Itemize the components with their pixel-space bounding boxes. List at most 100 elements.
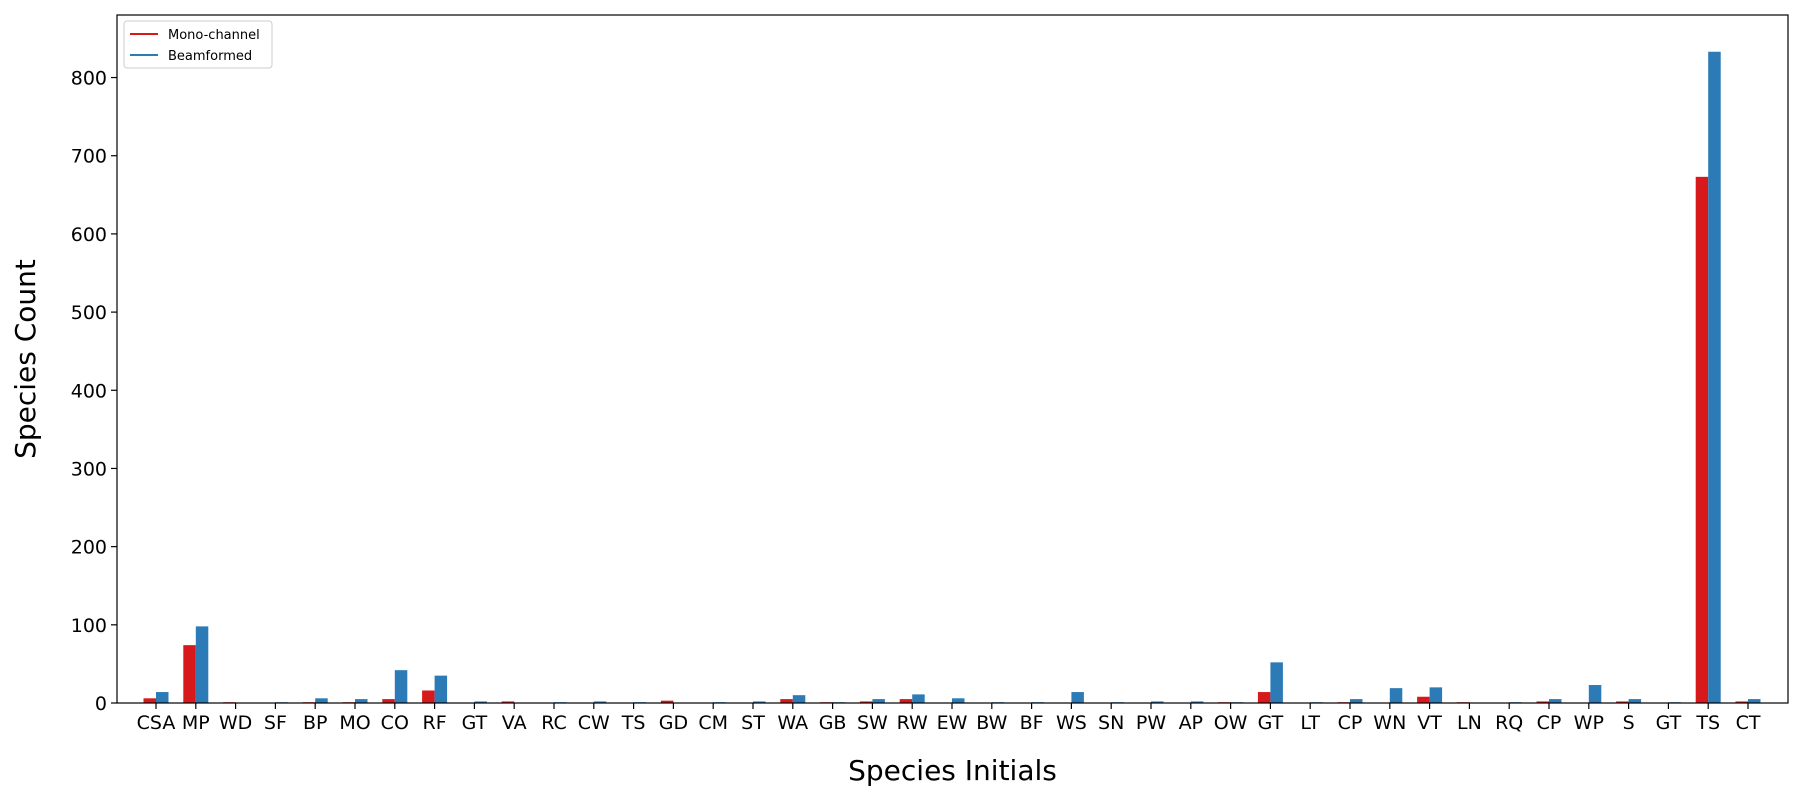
bar-beam-16 (792, 695, 806, 703)
x-tick-label: CO (381, 712, 409, 734)
bar-mono-16 (780, 699, 793, 703)
plot-frame (116, 14, 1789, 704)
x-tick-label: BW (976, 712, 1007, 734)
x-tick-label: GT (1656, 712, 1682, 734)
x-tick-label: EW (937, 712, 968, 734)
bar-mono-9 (501, 701, 515, 703)
bar-beam-20 (952, 698, 965, 703)
y-tick-label: 100 (71, 615, 107, 637)
y-tick-label: 0 (95, 693, 107, 715)
x-tick-label: PW (1136, 712, 1166, 734)
x-tick-label: OW (1214, 712, 1248, 734)
x-tick-label: GD (659, 712, 688, 734)
bar-beam-31 (1389, 688, 1403, 703)
bar-mono-32 (1417, 696, 1430, 703)
x-tick-label: WS (1056, 712, 1087, 734)
bar-beam-11 (593, 701, 607, 703)
bar-mono-37 (1616, 701, 1629, 703)
bar-mono-6 (382, 699, 395, 703)
x-tick-label: AP (1179, 712, 1203, 734)
y-tick-label: 700 (71, 146, 107, 168)
bar-beam-23 (1071, 692, 1084, 703)
bar-mono-28 (1257, 692, 1271, 703)
x-tick-label: CW (578, 712, 610, 734)
x-tick-label: RC (541, 712, 567, 734)
x-tick-label: RQ (1495, 712, 1523, 734)
x-tick-label: CT (1736, 712, 1761, 734)
x-tick-label: WA (777, 712, 808, 734)
bar-beam-30 (1350, 699, 1363, 703)
bar-beam-37 (1628, 699, 1642, 703)
x-tick-label: RF (423, 712, 447, 734)
y-tick-label: 400 (71, 380, 107, 402)
x-tick-label: MP (182, 712, 210, 734)
bar-mono-7 (422, 690, 435, 703)
bar-mono-13 (660, 700, 674, 703)
bar-mono-40 (1735, 701, 1748, 703)
x-axis-title: Species Initials (848, 754, 1057, 787)
bar-beam-1 (195, 626, 209, 703)
bar-beam-4 (315, 698, 328, 703)
x-tick-label: CP (1338, 712, 1363, 734)
bar-beam-0 (156, 692, 169, 703)
bar-mono-18 (859, 701, 873, 703)
bar-beam-15 (753, 701, 766, 703)
bar-mono-1 (183, 645, 196, 703)
x-tick-label: LN (1457, 712, 1482, 734)
y-tick-label: 200 (71, 537, 107, 559)
x-tick-label: RW (897, 712, 928, 734)
bar-beam-18 (872, 699, 885, 703)
bar-beam-39 (1708, 51, 1721, 703)
bar-mono-39 (1695, 176, 1709, 703)
bar-beam-40 (1748, 699, 1761, 703)
x-tick-label: TS (1695, 712, 1720, 734)
x-tick-label: CM (698, 712, 728, 734)
legend-label-mono: Mono-channel (168, 28, 260, 43)
x-tick-label: SW (857, 712, 888, 734)
legend-box (123, 20, 273, 69)
bar-beam-8 (474, 701, 487, 703)
bar-beam-35 (1549, 699, 1562, 703)
x-tick-label: WN (1373, 712, 1406, 734)
x-tick-label: ST (741, 712, 765, 734)
bar-mono-0 (143, 698, 156, 703)
x-tick-label: TS (621, 712, 646, 734)
bar-beam-25 (1151, 701, 1164, 703)
x-tick-label: WD (219, 712, 252, 734)
bar-beam-26 (1190, 701, 1204, 703)
x-tick-label: CSA (137, 712, 176, 734)
x-tick-label: VT (1417, 712, 1442, 734)
bar-mono-19 (899, 699, 913, 703)
x-axis: CSA MP WD SF BP MO CO RF GT VA RC CW TS GD CM ST WA GB SW R… (137, 703, 1761, 734)
bar-beam-19 (912, 694, 925, 703)
x-tick-label: MO (339, 712, 370, 734)
bar-beam-28 (1270, 662, 1283, 703)
y-tick-label: 800 (71, 68, 107, 90)
legend: Mono-channel Beamformed (123, 20, 273, 69)
x-tick-label: GT (462, 712, 488, 734)
y-tick-label: 500 (71, 302, 107, 324)
x-tick-label: SN (1098, 712, 1124, 734)
x-tick-label: LT (1300, 712, 1320, 734)
x-tick-label: SF (264, 712, 287, 734)
y-tick-label: 300 (71, 458, 107, 480)
x-tick-label: WP (1574, 712, 1604, 734)
bar-beam-6 (394, 670, 408, 703)
bar-beam-32 (1429, 687, 1443, 703)
x-tick-label: GB (819, 712, 847, 734)
y-tick-label: 600 (71, 224, 107, 246)
x-tick-label: GT (1258, 712, 1284, 734)
x-tick-label: CP (1537, 712, 1562, 734)
x-tick-label: BP (303, 712, 328, 734)
bar-beam-7 (434, 675, 448, 703)
bars-layer (143, 51, 1761, 703)
bar-mono-35 (1536, 701, 1549, 703)
bar-beam-36 (1588, 685, 1602, 703)
legend-label-beam: Beamformed (168, 49, 252, 64)
x-tick-label: VA (502, 712, 527, 734)
x-tick-label: BF (1020, 712, 1044, 734)
y-axis: 0 100 200 300 400 500 600 700 800 (71, 68, 117, 715)
x-tick-label: S (1623, 712, 1635, 734)
y-axis-title: Species Count (9, 259, 42, 459)
